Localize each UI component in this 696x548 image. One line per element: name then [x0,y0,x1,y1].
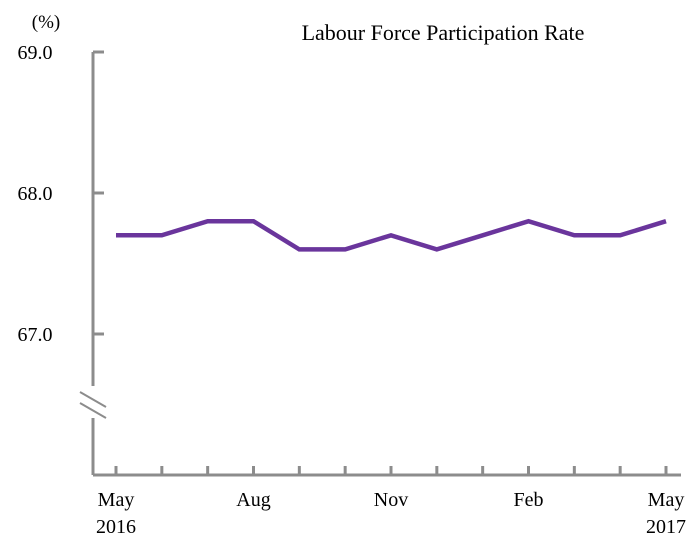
series-layer [116,221,666,249]
axes [80,52,681,475]
tick-labels: 69.0 68.0 67.0 May 2016 Aug Nov Feb May 2017 [18,42,687,538]
y-tick-label: 67.0 [18,324,53,346]
y-unit-label: (%) [32,12,60,33]
x-tick-label: May [648,489,685,511]
x-tick-label: Feb [514,489,544,511]
y-tick-label: 69.0 [18,42,53,64]
x-tick-label: Aug [236,489,270,511]
x-tick-label: May [98,489,135,511]
y-tick-label: 68.0 [18,183,53,205]
x-tick-label: 2017 [646,516,686,538]
chart-title: Labour Force Participation Rate [302,20,585,45]
x-tick-label: Nov [374,489,408,511]
x-tick-label: 2016 [96,516,136,538]
